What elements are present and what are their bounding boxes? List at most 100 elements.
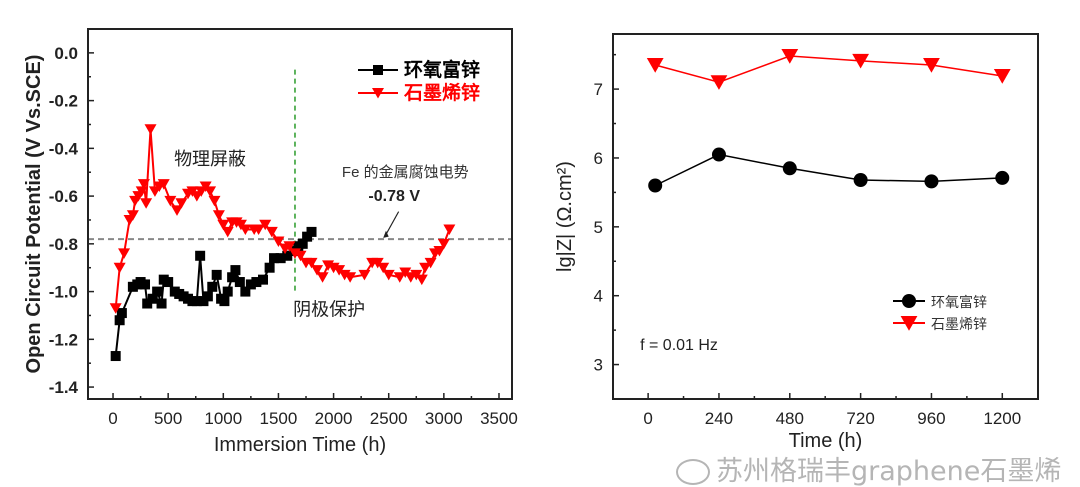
data-point bbox=[126, 210, 139, 221]
plot-frame bbox=[612, 33, 1039, 400]
data-point bbox=[137, 179, 150, 190]
x-tick-label: 480 bbox=[776, 409, 804, 428]
data-point bbox=[275, 253, 286, 264]
data-point bbox=[219, 296, 230, 307]
legend-label: 石墨烯锌 bbox=[403, 81, 480, 104]
annotation-potential-value: -0.78 V bbox=[368, 188, 420, 205]
data-point bbox=[923, 57, 940, 73]
x-tick-label: 2500 bbox=[370, 409, 408, 428]
y-axis-label: Open Circuit Potential (V Vs.SCE) bbox=[23, 55, 45, 374]
data-point bbox=[191, 296, 202, 307]
data-point bbox=[344, 272, 357, 283]
data-point bbox=[114, 315, 125, 326]
data-point bbox=[164, 195, 177, 207]
data-point bbox=[711, 147, 726, 162]
data-point bbox=[646, 57, 664, 73]
data-point bbox=[415, 274, 428, 286]
data-point bbox=[995, 170, 1010, 185]
data-point bbox=[311, 265, 324, 276]
annotation-physical-shielding: 物理屏蔽 bbox=[174, 149, 246, 170]
x-tick-label: 500 bbox=[154, 409, 182, 428]
data-point bbox=[993, 69, 1011, 84]
y-tick-label: 4 bbox=[594, 287, 603, 306]
data-point bbox=[251, 277, 262, 288]
data-point bbox=[245, 279, 256, 290]
legend-marker bbox=[372, 88, 384, 99]
annotation-fe-potential: Fe 的金属腐蚀电势 bbox=[342, 163, 469, 181]
data-point bbox=[377, 262, 390, 274]
data-point bbox=[195, 250, 206, 261]
data-point bbox=[258, 274, 269, 285]
data-point bbox=[152, 286, 163, 297]
x-axis-label: Time (h) bbox=[789, 430, 863, 452]
data-point bbox=[227, 272, 238, 283]
data-point bbox=[135, 186, 148, 197]
watermark: 苏州格瑞丰graphene石墨烯 bbox=[676, 457, 1061, 486]
data-point bbox=[239, 224, 252, 236]
y-tick-label: 6 bbox=[594, 149, 603, 168]
data-point bbox=[163, 277, 174, 288]
data-point bbox=[204, 186, 217, 197]
series-graphene-zinc bbox=[646, 49, 1011, 90]
y-tick-label: -0.2 bbox=[49, 92, 78, 111]
watermark-text: 苏州格瑞丰graphene石墨烯 bbox=[716, 456, 1062, 487]
legend-label: 石墨烯锌 bbox=[931, 317, 987, 333]
data-point bbox=[297, 238, 308, 249]
data-point bbox=[316, 272, 329, 283]
plot-frame bbox=[87, 28, 513, 400]
data-point bbox=[140, 279, 151, 290]
y-tick-label: -1.0 bbox=[49, 283, 78, 302]
x-tick-label: 3000 bbox=[425, 409, 463, 428]
y-tick-label: -1.4 bbox=[49, 378, 79, 397]
data-point bbox=[424, 257, 437, 269]
legend-marker bbox=[373, 65, 383, 75]
data-point bbox=[648, 178, 663, 193]
legend-marker bbox=[900, 316, 918, 331]
data-point bbox=[433, 246, 446, 257]
x-tick-label: 960 bbox=[917, 409, 945, 428]
data-point bbox=[140, 198, 153, 209]
data-point bbox=[221, 226, 234, 238]
chart-2: 0 240 480 720 960 1200 3 4 5 6 7 Time (h) lg|Z| (Ω.c… bbox=[554, 33, 1039, 452]
y-tick-label: -0.6 bbox=[49, 187, 78, 206]
data-point bbox=[272, 236, 285, 247]
data-point bbox=[208, 195, 221, 207]
data-point bbox=[230, 265, 241, 276]
legend-label: 环氧富锌 bbox=[404, 58, 480, 81]
data-point bbox=[157, 179, 170, 190]
wechat-icon bbox=[676, 458, 710, 485]
data-point bbox=[222, 286, 233, 297]
data-point bbox=[118, 248, 131, 259]
x-tick-label: 240 bbox=[705, 409, 733, 428]
data-point bbox=[437, 238, 450, 250]
data-point bbox=[264, 262, 275, 273]
y-tick-label: 5 bbox=[594, 218, 603, 237]
data-point bbox=[147, 293, 158, 304]
data-point bbox=[382, 269, 395, 281]
data-point bbox=[144, 124, 157, 135]
data-point bbox=[175, 198, 188, 209]
x-tick-label: 0 bbox=[643, 409, 652, 428]
data-point bbox=[113, 262, 126, 274]
legend-marker bbox=[902, 294, 916, 308]
data-point bbox=[109, 303, 122, 314]
data-point bbox=[924, 174, 939, 189]
chart-1: 0 500 1000 1500 2000 2500 3000 3500 0.0 -0.2 -0.4 -… bbox=[23, 28, 518, 456]
data-point bbox=[853, 173, 868, 187]
y-tick-label: 7 bbox=[594, 80, 603, 99]
y-tick-label: 3 bbox=[594, 356, 603, 375]
arrowhead-icon bbox=[383, 230, 389, 238]
data-point bbox=[202, 291, 213, 302]
data-point bbox=[116, 308, 127, 319]
data-point bbox=[852, 53, 870, 69]
data-point bbox=[212, 210, 225, 221]
series-line bbox=[654, 153, 1003, 187]
data-point bbox=[211, 269, 222, 280]
data-point bbox=[306, 226, 317, 237]
x-axis-label: Immersion Time (h) bbox=[214, 434, 386, 456]
data-point bbox=[781, 49, 799, 64]
data-point bbox=[283, 241, 296, 252]
